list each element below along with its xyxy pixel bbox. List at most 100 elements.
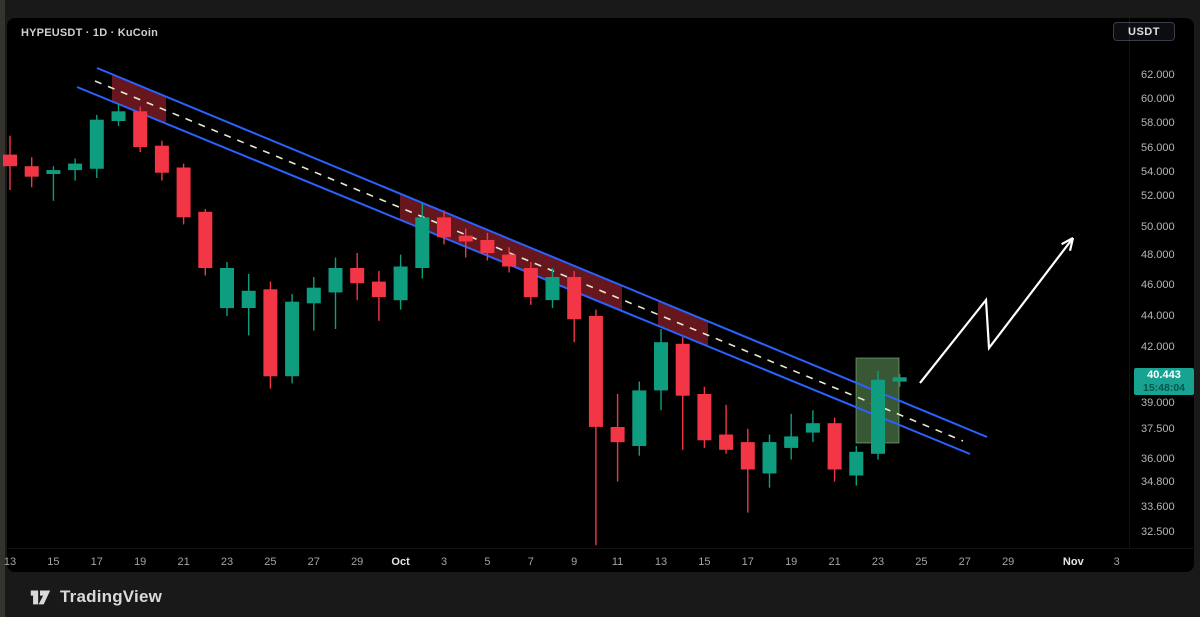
candle-body[interactable] — [198, 211, 213, 268]
time-tick-label: Oct — [391, 556, 410, 568]
candle-body[interactable] — [458, 235, 473, 242]
time-tick-label: 17 — [741, 556, 754, 568]
price-tick-label: 48.000 — [1141, 249, 1175, 261]
time-tick-label: 3 — [1113, 556, 1120, 568]
time-tick-label: 21 — [828, 556, 841, 568]
time-tick-label: 13 — [654, 556, 668, 568]
time-tick-label: 13 — [3, 556, 17, 568]
chart-panel — [7, 18, 1194, 572]
tradingview-watermark[interactable]: TradingView — [28, 585, 162, 609]
price-tick-label: 32.500 — [1141, 526, 1175, 538]
price-tick-label: 33.600 — [1141, 501, 1175, 513]
candle-body[interactable] — [176, 167, 191, 218]
currency-toggle-button[interactable]: USDT — [1113, 22, 1175, 41]
candle-body[interactable] — [328, 268, 343, 293]
candle-body[interactable] — [610, 427, 625, 443]
time-tick-label: 19 — [785, 556, 798, 568]
time-tick-label: 15 — [698, 556, 711, 568]
projection-arrow — [919, 237, 1074, 384]
candle-body[interactable] — [393, 266, 408, 301]
price-tick-label: 42.000 — [1141, 341, 1175, 353]
time-tick-label: 19 — [134, 556, 147, 568]
candle-body[interactable] — [805, 423, 820, 433]
channel-median-line[interactable] — [94, 80, 964, 442]
candle-body[interactable] — [415, 217, 430, 268]
price-tick-label: 54.000 — [1141, 166, 1175, 178]
price-tick-label: 58.000 — [1141, 117, 1175, 129]
time-tick-label: 29 — [1002, 556, 1015, 568]
candle-body[interactable] — [350, 268, 365, 284]
projection-arrowhead — [1068, 237, 1075, 251]
price-tick-label: 34.800 — [1141, 476, 1175, 488]
candle-body[interactable] — [285, 301, 300, 377]
candle-body[interactable] — [827, 423, 842, 470]
channel-lower-line[interactable] — [76, 86, 971, 455]
candle-body[interactable] — [697, 394, 712, 441]
candle-body[interactable] — [241, 290, 256, 308]
price-tick-label: 36.000 — [1141, 453, 1175, 465]
candle-body[interactable] — [675, 343, 690, 396]
candle-body[interactable] — [68, 163, 83, 171]
candle-body[interactable] — [480, 240, 495, 254]
time-tick-label: 15 — [47, 556, 60, 568]
candle-body[interactable] — [871, 379, 885, 454]
symbol-title[interactable]: HYPEUSDT · 1D · KuCoin — [21, 27, 159, 39]
candle-body[interactable] — [220, 268, 234, 309]
time-tick-label: 21 — [177, 556, 190, 568]
price-tick-label: 39.000 — [1141, 397, 1175, 409]
time-tick-label: 9 — [571, 556, 578, 568]
price-tick-label: 52.000 — [1141, 190, 1175, 202]
tradingview-logo-icon — [30, 590, 51, 605]
time-tick-label: 5 — [484, 556, 491, 568]
price-tick-label: 44.000 — [1141, 310, 1175, 322]
candle-body[interactable] — [632, 390, 647, 446]
candle-body[interactable] — [154, 145, 169, 173]
time-axis-separator — [7, 548, 1194, 549]
candle-body[interactable] — [89, 119, 104, 169]
projection-arrowhead — [1061, 237, 1074, 246]
candle-body[interactable] — [263, 289, 278, 377]
price-tick-label: 46.000 — [1141, 279, 1175, 291]
time-tick-label: 29 — [351, 556, 364, 568]
last-price-value: 40.443 — [1147, 369, 1181, 381]
price-tick-label: 62.000 — [1141, 69, 1175, 81]
time-tick-label: 23 — [871, 556, 885, 568]
candle-body[interactable] — [306, 287, 321, 304]
candle-body[interactable] — [111, 111, 126, 121]
time-tick-label: 3 — [440, 556, 448, 568]
price-tick-label: 37.500 — [1141, 423, 1175, 435]
channel-upper-line[interactable] — [96, 67, 988, 438]
candle-body[interactable] — [133, 111, 148, 147]
candle-body[interactable] — [3, 154, 17, 167]
candle-body[interactable] — [46, 170, 61, 174]
candle-countdown: 15:48:04 — [1142, 382, 1186, 394]
time-tick-label: Nov — [1062, 556, 1084, 568]
candle-body[interactable] — [567, 277, 582, 320]
price-tick-label: 56.000 — [1141, 142, 1175, 154]
candle-body[interactable] — [437, 217, 451, 238]
time-tick-label: 17 — [90, 556, 103, 568]
candle-body[interactable] — [502, 254, 517, 267]
candle-body[interactable] — [740, 442, 755, 470]
candle-body[interactable] — [762, 442, 777, 474]
price-tick-label: 60.000 — [1141, 93, 1175, 105]
candle-body[interactable] — [588, 316, 603, 427]
candle-body[interactable] — [371, 281, 386, 297]
candle-body[interactable] — [545, 277, 560, 301]
time-tick-label: 27 — [307, 556, 320, 568]
time-tick-label: 27 — [958, 556, 971, 568]
candle-body[interactable] — [784, 436, 799, 448]
candle-body[interactable] — [849, 451, 864, 476]
candle-body[interactable] — [654, 342, 668, 391]
time-tick-label: 25 — [264, 556, 277, 568]
tradingview-logo-text: TradingView — [60, 587, 163, 606]
candle-body[interactable] — [24, 166, 39, 177]
window-edge — [0, 0, 5, 617]
candle-body[interactable] — [892, 377, 907, 382]
last-price-badge: 40.443 15:48:04 — [1134, 368, 1194, 395]
candle-body[interactable] — [523, 268, 538, 298]
time-tick-label: 25 — [915, 556, 928, 568]
candle-body[interactable] — [719, 434, 734, 450]
